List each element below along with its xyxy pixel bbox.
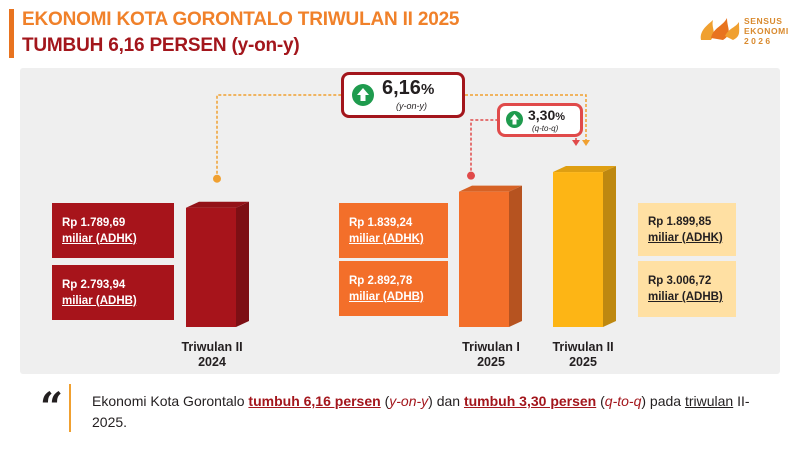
yoy-arrowhead (582, 140, 590, 147)
bar-label-period: Triwulan II (552, 340, 614, 354)
bar-side-2 (603, 166, 616, 327)
bar-label-2025-q1: Triwulan I 2025 (436, 340, 546, 370)
bar-label-year: 2024 (198, 355, 226, 369)
growth-qtq-label: (q-to-q) (532, 124, 559, 133)
value-adhb-amount: Rp 3.006,72 (648, 275, 712, 287)
bar-label-year: 2025 (477, 355, 505, 369)
sensus-ekonomi-logo-icon (700, 18, 740, 40)
value-box-adhb-2025-q1: Rp 2.892,78 miliar (ADHB) (339, 261, 448, 316)
bar-1 (459, 191, 509, 327)
logo-line1: SENSUS (744, 16, 783, 26)
yoy-start-dot (213, 174, 221, 183)
bar-label-year: 2025 (569, 355, 597, 369)
value-adhk-amount: Rp 1.899,85 (648, 215, 712, 228)
value-adhb-amount: Rp 2.892,78 (349, 274, 413, 287)
value-box-adhk-2025-q1: Rp 1.839,24 miliar (ADHK) (339, 203, 448, 258)
page-title: EKONOMI KOTA GORONTALO TRIWULAN II 2025 (22, 9, 460, 30)
yoy-connector-left (216, 94, 341, 179)
value-adhb-unit: miliar (ADHB) (62, 294, 137, 307)
value-adhk-amount: Rp 1.789,69 (62, 216, 126, 229)
bar-label-period: Triwulan II (181, 340, 243, 354)
logo-line3: 2026 (744, 36, 773, 46)
bar-label-2024-q2: Triwulan II 2024 (157, 340, 267, 370)
bar-label-period: Triwulan I (462, 340, 520, 354)
value-adhk-unit: miliar (ADHK) (349, 232, 424, 245)
value-adhk-unit: miliar (ADHK) (648, 231, 723, 244)
value-box-adhb-2024-q2: Rp 2.793,94 miliar (ADHB) (52, 265, 174, 320)
value-adhk-amount: Rp 1.839,24 (349, 216, 413, 229)
growth-yoy-label: (y-on-y) (396, 101, 427, 111)
bar-label-2025-q2: Triwulan II 2025 (528, 340, 638, 370)
value-box-adhk-2024-q2: Rp 1.789,69 miliar (ADHK) (52, 203, 174, 258)
growth-yoy-value: 6,16% (382, 77, 435, 99)
yoy-connector-right (465, 94, 587, 141)
bar-top-1 (459, 185, 522, 192)
value-adhb-unit: miliar (ADHB) (648, 291, 723, 303)
value-box-adhk-2025-q2: Rp 1.899,85 miliar (ADHK) (638, 203, 736, 256)
qtq-arrowhead (572, 140, 580, 147)
bar-2 (553, 172, 603, 327)
value-adhb-unit: miliar (ADHB) (349, 290, 424, 303)
up-arrow-icon (506, 111, 523, 128)
bar-side-1 (509, 185, 522, 327)
bar-top-2 (553, 166, 616, 173)
bar-0 (186, 207, 236, 327)
growth-yoy-callout: 6,16% (y-on-y) (341, 72, 465, 118)
value-box-adhb-2025-q2: Rp 3.006,72 miliar (ADHB) (638, 261, 736, 317)
summary-quote: Ekonomi Kota Gorontalo tumbuh 6,16 perse… (92, 393, 750, 430)
bar-side-0 (236, 201, 249, 327)
title-accent-bar (9, 9, 14, 58)
value-adhb-amount: Rp 2.793,94 (62, 278, 126, 291)
growth-qtq-callout: 3,30% (q-to-q) (497, 103, 583, 137)
page-subtitle: TUMBUH 6,16 PERSEN (y-on-y) (22, 35, 300, 56)
qtq-connector-left (470, 119, 497, 176)
quote-icon: “ (40, 384, 64, 431)
quote-divider (69, 384, 71, 432)
up-arrow-icon (352, 84, 374, 106)
qtq-start-dot (467, 171, 475, 180)
value-adhk-unit: miliar (ADHK) (62, 232, 137, 245)
growth-qtq-value: 3,30% (528, 107, 566, 123)
logo-line2: EKONOMI (744, 26, 789, 36)
bar-top-0 (186, 201, 249, 208)
